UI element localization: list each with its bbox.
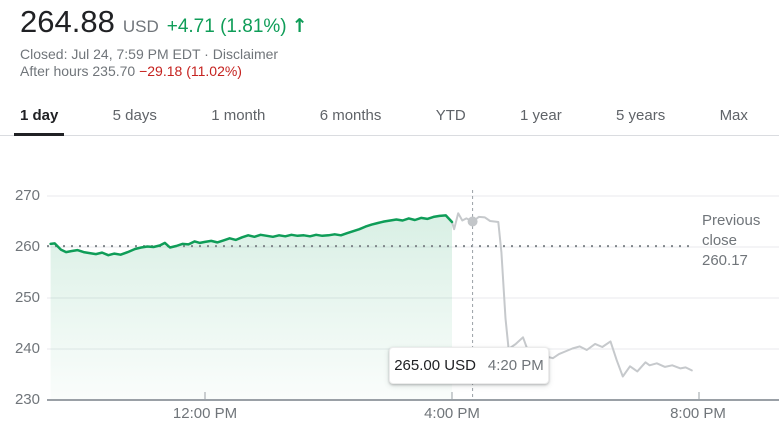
price-change: +4.71 (1.81%)	[166, 16, 287, 37]
after-hours-line: After hours 235.70 −29.18 (11.02%)	[20, 63, 242, 79]
market-hours-line	[49, 214, 454, 257]
y-axis-label: 230	[14, 391, 40, 408]
x-axis-label: 12:00 PM	[172, 405, 238, 422]
market-status-line: Closed: Jul 24, 7:59 PM EDT · Disclaimer	[20, 46, 278, 62]
separator-dot: ·	[204, 46, 209, 62]
tab-5-years[interactable]: 5 years	[610, 96, 671, 135]
after-hours-price: 235.70	[92, 63, 136, 79]
price-header: 264.88 USD +4.71 (1.81%) ↑	[20, 4, 308, 40]
price-chart-area[interactable]: 270 260 250 240 230 12:00 PM 4:00 PM 8:0…	[0, 137, 779, 432]
arrow-up-icon: ↑	[291, 15, 308, 37]
y-axis-label: 260	[14, 238, 40, 255]
y-axis-label: 240	[14, 340, 40, 357]
tab-5-days[interactable]: 5 days	[107, 96, 163, 135]
market-status-text: Closed: Jul 24, 7:59 PM EDT	[20, 46, 201, 62]
tab-1-day[interactable]: 1 day	[14, 96, 65, 136]
chart-canvas	[47, 190, 779, 401]
tab-1-year[interactable]: 1 year	[514, 96, 568, 135]
disclaimer-link[interactable]: Disclaimer	[212, 46, 279, 62]
after-hours-label: After hours	[20, 63, 89, 79]
tab-1-month[interactable]: 1 month	[205, 96, 271, 135]
x-axis-label: 8:00 PM	[670, 405, 726, 422]
tab-6-months[interactable]: 6 months	[314, 96, 388, 135]
y-axis-label: 250	[14, 289, 40, 306]
after-hours-change: −29.18 (11.02%)	[139, 63, 242, 79]
time-range-tabs: 1 day 5 days 1 month 6 months YTD 1 year…	[0, 96, 779, 136]
x-axis-label: 4:00 PM	[424, 405, 480, 422]
price-tooltip: 265.00 USD 4:20 PM	[389, 347, 549, 384]
previous-close-label: Previous close 260.17	[702, 212, 761, 269]
hover-marker-dot	[467, 216, 478, 227]
tooltip-time: 4:20 PM	[487, 357, 544, 374]
currency-label: USD	[122, 17, 159, 36]
tab-max[interactable]: Max	[714, 96, 754, 135]
tooltip-price: 265.00 USD	[394, 357, 476, 374]
y-axis-label: 270	[14, 187, 40, 204]
tab-ytd[interactable]: YTD	[430, 96, 472, 135]
price-value: 264.88	[20, 4, 115, 39]
